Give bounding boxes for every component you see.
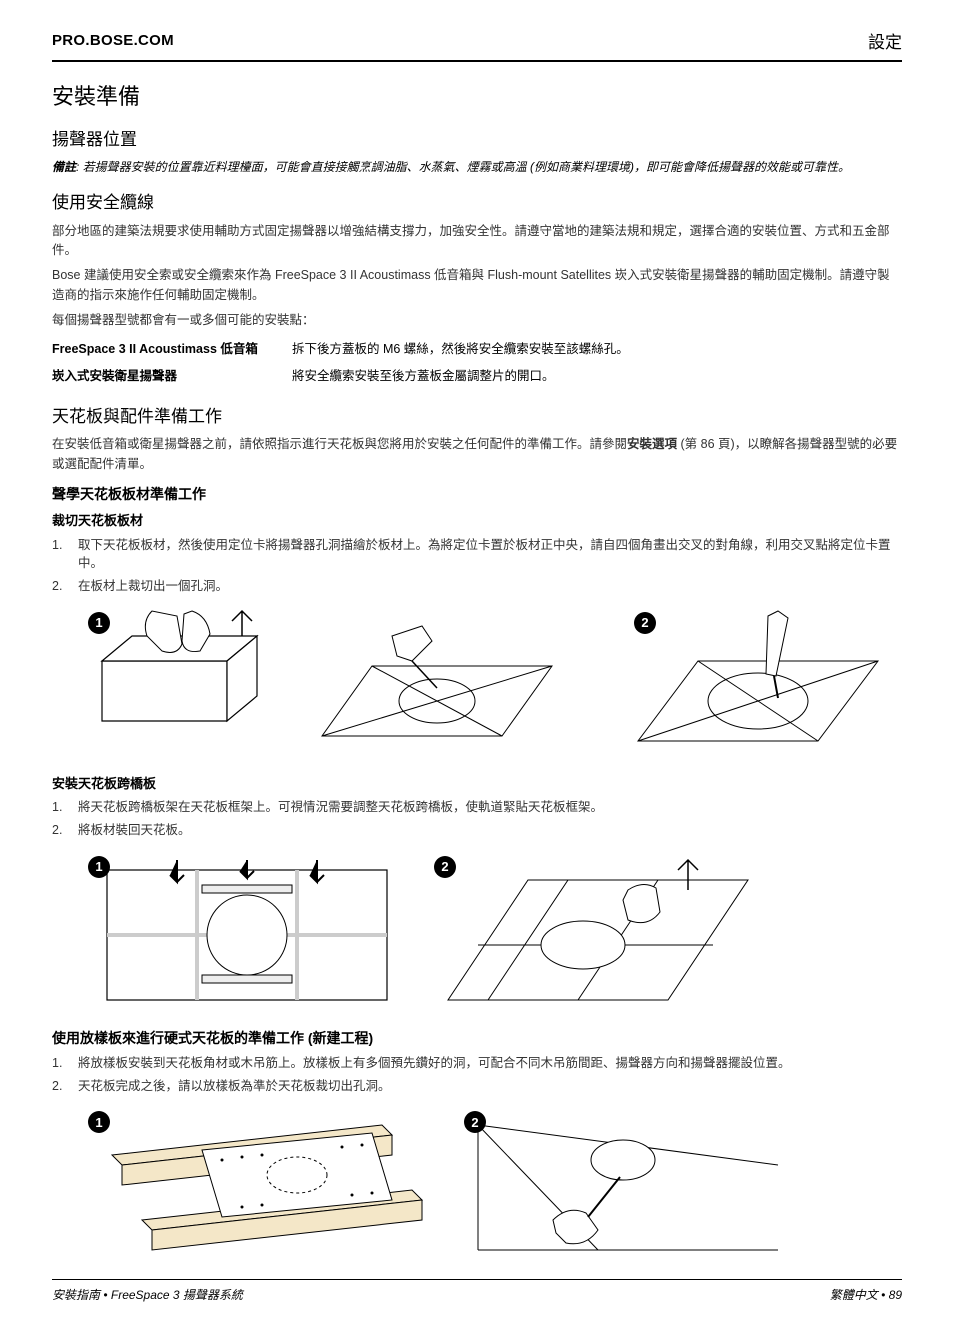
footer-right: 繁體中文 • 89	[830, 1286, 902, 1304]
figure-2: 2	[628, 606, 888, 756]
row-label: 崁入式安裝衛星揚聲器	[52, 363, 292, 390]
note-line: 備註: 若揚聲器安裝的位置靠近料理檯面，可能會直接接觸烹調油脂、水蒸氣、煙霧或高…	[52, 158, 902, 176]
step-item: 取下天花板板材，然後使用定位卡將揚聲器孔洞描繪於板材上。為將定位卡置於板材正中央…	[52, 536, 902, 574]
row-label: FreeSpace 3 II Acoustimass 低音箱	[52, 336, 292, 363]
figure-row-template: 1	[82, 1105, 902, 1255]
illustration-cut-drywall	[458, 1105, 788, 1255]
step-item: 在板材上裁切出一個孔洞。	[52, 577, 902, 596]
subsub-install-bridge: 安裝天花板跨橋板	[52, 774, 902, 794]
figure-1: 1	[82, 850, 412, 1010]
figure-2: 2	[428, 850, 758, 1010]
footer-product: FreeSpace 3 揚聲器系統	[111, 1288, 243, 1302]
page-title: 安裝準備	[52, 80, 902, 113]
para: 每個揚聲器型號都會有一或多個可能的安裝點：	[52, 311, 902, 330]
header-site: PRO.BOSE.COM	[52, 30, 174, 56]
steps-list: 將放樣板安裝到天花板角材或木吊筋上。放樣板上有多個預先鑽好的洞，可配合不同木吊筋…	[52, 1054, 902, 1096]
step-item: 將放樣板安裝到天花板角材或木吊筋上。放樣板上有多個預先鑽好的洞，可配合不同木吊筋…	[52, 1054, 902, 1073]
figure-number-1: 1	[88, 856, 110, 878]
table-row: 崁入式安裝衛星揚聲器 將安全纜索安裝至後方蓋板金屬調整片的開口。	[52, 363, 647, 390]
figure-1: 1	[82, 606, 612, 756]
steps-list: 將天花板跨橋板架在天花板框架上。可視情況需要調整天花板跨橋板，使軌道緊貼天花板框…	[52, 798, 902, 840]
figure-1: 1	[82, 1105, 442, 1255]
step-item: 將天花板跨橋板架在天花板框架上。可視情況需要調整天花板跨橋板，使軌道緊貼天花板框…	[52, 798, 902, 817]
step-item: 天花板完成之後，請以放樣板為準於天花板裁切出孔洞。	[52, 1077, 902, 1096]
para: 在安裝低音箱或衛星揚聲器之前，請依照指示進行天花板與您將用於安裝之任何配件的準備…	[52, 435, 902, 474]
subsub-cut-tile: 裁切天花板板材	[52, 511, 902, 531]
page-header: PRO.BOSE.COM 設定	[52, 30, 902, 62]
subsection-acoustic-tile: 聲學天花板板材準備工作	[52, 484, 902, 505]
footer-left: 安裝指南 • FreeSpace 3 揚聲器系統	[52, 1286, 243, 1304]
figure-number-2: 2	[634, 612, 656, 634]
steps-list: 取下天花板板材，然後使用定位卡將揚聲器孔洞描繪於板材上。為將定位卡置於板材正中央…	[52, 536, 902, 596]
section-speaker-location: 揚聲器位置	[52, 127, 902, 153]
note-text: : 若揚聲器安裝的位置靠近料理檯面，可能會直接接觸烹調油脂、水蒸氣、煙霧或高溫 …	[76, 160, 850, 174]
intro-a: 在安裝低音箱或衛星揚聲器之前，請依照指示進行天花板與您將用於安裝之任何配件的準備…	[52, 437, 627, 451]
row-text: 將安全纜索安裝至後方蓋板金屬調整片的開口。	[292, 363, 647, 390]
mount-points-table: FreeSpace 3 II Acoustimass 低音箱 拆下後方蓋板的 M…	[52, 336, 647, 390]
para: Bose 建議使用安全索或安全纜索來作為 FreeSpace 3 II Acou…	[52, 266, 902, 305]
subsection-hard-ceiling: 使用放樣板來進行硬式天花板的準備工作 (新建工程)	[52, 1028, 902, 1049]
figure-row-bridge: 1	[82, 850, 902, 1010]
figure-row-cut-tile: 1	[82, 606, 902, 756]
figure-2: 2	[458, 1105, 788, 1255]
header-section: 設定	[868, 30, 902, 56]
illustration-tile-bridge-persp	[428, 850, 758, 1010]
figure-number-1: 1	[88, 612, 110, 634]
intro-bold: 安裝選項	[627, 437, 677, 451]
table-row: FreeSpace 3 II Acoustimass 低音箱 拆下後方蓋板的 M…	[52, 336, 647, 363]
page-footer: 安裝指南 • FreeSpace 3 揚聲器系統 繁體中文 • 89	[52, 1279, 902, 1304]
illustration-trace-template	[82, 606, 612, 756]
illustration-template-joists	[82, 1105, 442, 1255]
row-text: 拆下後方蓋板的 M6 螺絲，然後將安全纜索安裝至該螺絲孔。	[292, 336, 647, 363]
step-item: 將板材裝回天花板。	[52, 821, 902, 840]
illustration-cut-hole	[628, 606, 888, 756]
note-label: 備註	[52, 160, 76, 174]
figure-number-2: 2	[434, 856, 456, 878]
section-ceiling-prep: 天花板與配件準備工作	[52, 404, 902, 430]
illustration-tile-bridge-top	[82, 850, 412, 1010]
para: 部分地區的建築法規要求使用輔助方式固定揚聲器以增強結構支撐力，加強安全性。請遵守…	[52, 222, 902, 261]
section-safety-cable: 使用安全纜線	[52, 190, 902, 216]
footer-guide: 安裝指南 •	[52, 1288, 111, 1302]
